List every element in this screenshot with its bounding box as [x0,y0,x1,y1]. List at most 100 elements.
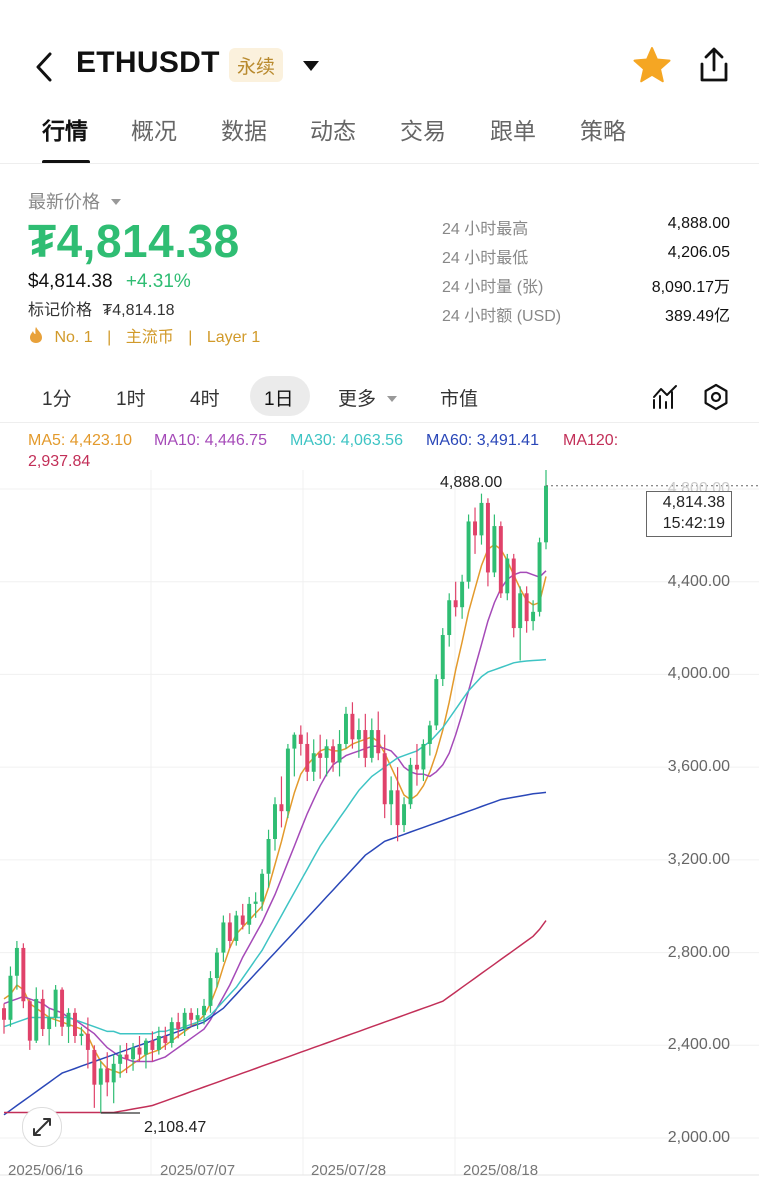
price-axis-tick: 3,600.00 [667,758,730,776]
chart-settings-button[interactable] [702,383,730,411]
candle-body [266,838,271,874]
gear-icon [704,383,728,411]
ma120-legend: MA120: [563,432,619,449]
candle-body [34,998,39,1041]
latest-price-label: 最新价格 [28,192,100,212]
candle-body [537,542,542,612]
candle-body [421,743,426,770]
stat-label-low: 24 小时最低 [442,250,529,267]
ma30-line [3,658,547,1035]
candle-body [485,502,490,573]
candle-body [427,725,432,744]
candle-body [389,790,394,805]
candle-body [318,753,323,758]
flame-icon [30,327,42,343]
expand-icon [33,1118,51,1136]
star-icon [633,47,671,83]
candle-body [72,1012,77,1037]
price-axis-tick: 2,400.00 [667,1036,730,1054]
price-axis-tick: 2,000.00 [667,1129,730,1146]
candle-body [473,521,478,536]
candle-body [208,978,213,1006]
tab-copy-trading[interactable]: 跟单 [490,118,536,144]
timeframe-4h[interactable]: 4时 [190,389,220,410]
stat-label-high: 24 小时最高 [442,221,529,238]
candle-body [350,713,355,740]
candle-body [311,753,316,772]
tag-separator: | [188,329,193,346]
indicator-button[interactable] [652,384,678,410]
current-price-box: 4,814.38 15:42:19 [646,491,732,537]
candle-body [8,975,13,1020]
tab-overview[interactable]: 概况 [131,118,177,144]
pair-title[interactable]: ETHUSDT [76,46,220,79]
tab-market[interactable]: 行情 [42,118,88,144]
candle-body [369,730,374,758]
perpetual-badge: 永续 [229,48,283,82]
date-axis-tick: 2025/06/16 [8,1162,84,1179]
timeframe-more[interactable]: 更多 [338,384,399,411]
candle-body [2,1008,6,1020]
timeframe-1h[interactable]: 1时 [116,389,146,410]
candle-body [343,713,348,744]
candle-body [221,922,226,953]
market-cap-tab[interactable]: 市值 [440,389,479,410]
candle-body [27,1001,32,1041]
candle-body [518,593,523,629]
back-button[interactable] [30,50,60,84]
candlestick-chart[interactable] [0,470,759,1190]
candle-body [240,915,245,925]
candle-body [498,526,503,594]
timeframe-1d[interactable]: 1日 [264,389,294,410]
candle-body [492,526,497,573]
candle-body [447,600,452,636]
timeframe-more-label: 更多 [338,389,377,410]
candle-body [408,764,413,805]
candle-body [511,558,516,629]
candle-body [524,593,529,622]
price-axis-tick: 4,400.00 [667,572,730,590]
candle-body [453,600,458,608]
candle-body [434,679,439,726]
candle-body [227,922,232,941]
divider [0,422,759,423]
date-axis-tick: 2025/08/18 [463,1162,539,1179]
mainstream-tag[interactable]: 主流币 [125,329,174,346]
rank-tag[interactable]: No. 1 [54,329,93,346]
favorite-button[interactable] [632,45,672,85]
divider [0,163,759,164]
candle-body [382,753,387,805]
price-axis-tick: 2,800.00 [667,943,730,961]
candle-body [260,873,265,902]
candle-body [414,764,419,770]
candle-body [505,558,510,594]
low-marker-label: 2,108.47 [144,1119,207,1136]
price-axis-tick: 4,000.00 [667,665,730,683]
current-price-value: 4,814.38 [662,494,725,511]
current-time-value: 15:42:19 [662,515,725,532]
timeframe-1m[interactable]: 1分 [42,389,72,410]
date-axis-tick: 2025/07/07 [160,1162,236,1179]
latest-price-dropdown[interactable]: 最新价格 [28,188,123,214]
candle-body [66,1012,71,1027]
candle-body [337,743,342,763]
caret-down-icon [303,61,319,71]
layer1-tag[interactable]: Layer 1 [206,329,261,346]
coin-tags: No. 1 | 主流币 | Layer 1 [28,323,260,347]
tab-data[interactable]: 数据 [221,118,267,144]
last-price: ₮4,814.38 [28,215,240,267]
candle-body [460,581,465,608]
candle-body [292,734,297,749]
mark-price-label: 标记价格 [28,302,93,319]
fullscreen-button[interactable] [22,1107,62,1147]
candle-body [163,1036,168,1043]
pair-dropdown-button[interactable] [300,56,322,76]
candle-body [273,804,277,839]
candle-body [195,1015,200,1020]
tab-strategy[interactable]: 策略 [580,118,626,144]
tab-news[interactable]: 动态 [310,118,356,144]
mark-price-value: ₮4,814.18 [102,302,175,319]
share-button[interactable] [696,46,732,84]
tab-trade[interactable]: 交易 [400,118,446,144]
candle-body [544,485,548,543]
